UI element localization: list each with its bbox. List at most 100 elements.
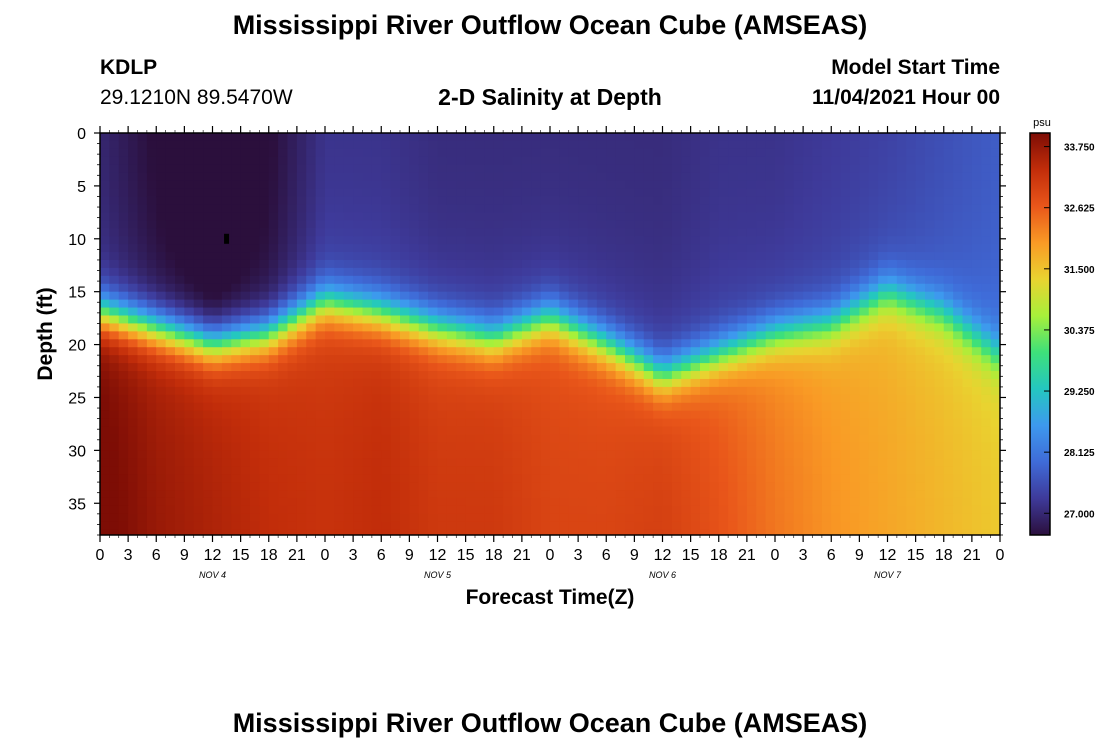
heatmap-cell bbox=[465, 212, 476, 221]
heatmap-cell bbox=[156, 236, 167, 245]
heatmap-cell bbox=[428, 188, 439, 198]
heatmap-cell bbox=[587, 434, 598, 444]
heatmap-cell bbox=[165, 529, 176, 535]
heatmap-cell bbox=[700, 339, 710, 348]
heatmap-cell bbox=[906, 252, 917, 261]
heatmap-cell bbox=[700, 228, 710, 237]
heatmap-cell bbox=[775, 275, 785, 285]
heatmap-cell bbox=[915, 482, 926, 491]
heatmap-cell bbox=[653, 355, 664, 364]
heatmap-cell bbox=[653, 426, 664, 436]
heatmap-cell bbox=[925, 371, 935, 380]
heatmap-cell bbox=[278, 164, 289, 174]
heatmap-cell bbox=[128, 490, 139, 499]
heatmap-cell bbox=[221, 275, 232, 285]
heatmap-cell bbox=[278, 148, 289, 158]
heatmap-cell bbox=[521, 252, 532, 261]
heatmap-cell bbox=[287, 529, 298, 535]
heatmap-cell bbox=[821, 291, 832, 301]
heatmap-cell bbox=[353, 402, 364, 412]
heatmap-cell bbox=[531, 307, 542, 317]
heatmap-cell bbox=[709, 140, 720, 150]
heatmap-cell bbox=[400, 450, 410, 459]
heatmap-cell bbox=[400, 371, 410, 380]
heatmap-cell bbox=[428, 450, 439, 459]
heatmap-cell bbox=[409, 355, 420, 364]
heatmap-cell bbox=[943, 418, 954, 428]
heatmap-cell bbox=[671, 180, 682, 190]
heatmap-cell bbox=[606, 172, 617, 182]
heatmap-cell bbox=[296, 307, 307, 317]
heatmap-cell bbox=[512, 450, 523, 459]
heatmap-cell bbox=[512, 212, 523, 221]
heatmap-cell bbox=[165, 267, 176, 277]
heatmap-cell bbox=[587, 426, 598, 436]
heatmap-cell bbox=[990, 466, 1000, 475]
heatmap-cell bbox=[531, 196, 542, 205]
heatmap-cell bbox=[596, 315, 607, 325]
heatmap-cell bbox=[671, 307, 682, 317]
heatmap-cell bbox=[268, 371, 279, 380]
heatmap-cell bbox=[390, 529, 401, 535]
heatmap-cell bbox=[493, 371, 504, 380]
heatmap-cell bbox=[128, 505, 139, 515]
heatmap-cell bbox=[925, 505, 935, 515]
heatmap-cell bbox=[287, 497, 298, 507]
heatmap-cell bbox=[343, 133, 354, 142]
heatmap-cell bbox=[475, 458, 485, 467]
heatmap-cell bbox=[362, 283, 373, 293]
heatmap-cell bbox=[737, 521, 748, 531]
heatmap-cell bbox=[118, 426, 129, 436]
heatmap-cell bbox=[156, 188, 167, 198]
heatmap-cell bbox=[531, 458, 542, 467]
heatmap-cell bbox=[784, 497, 795, 507]
heatmap-cell bbox=[568, 355, 579, 364]
heatmap-cell bbox=[475, 434, 485, 444]
heatmap-cell bbox=[812, 521, 823, 531]
heatmap-cell bbox=[193, 156, 204, 166]
heatmap-cell bbox=[925, 521, 935, 531]
heatmap-cell bbox=[231, 172, 242, 182]
heatmap-cell bbox=[268, 259, 279, 269]
heatmap-cell bbox=[634, 497, 645, 507]
heatmap-cell bbox=[146, 497, 157, 507]
heatmap-cell bbox=[118, 394, 129, 404]
heatmap-cell bbox=[400, 402, 410, 412]
heatmap-cell bbox=[756, 386, 767, 396]
heatmap-cell bbox=[606, 236, 617, 245]
heatmap-cell bbox=[981, 442, 992, 451]
heatmap-cell bbox=[971, 355, 982, 364]
heatmap-cell bbox=[690, 267, 701, 277]
heatmap-cell bbox=[409, 204, 420, 213]
heatmap-cell bbox=[634, 156, 645, 166]
heatmap-cell bbox=[493, 180, 504, 190]
heatmap-cell bbox=[793, 418, 804, 428]
heatmap-cell bbox=[381, 307, 392, 317]
heatmap-cell bbox=[962, 172, 973, 182]
heatmap-cell bbox=[240, 164, 251, 174]
heatmap-cell bbox=[559, 172, 570, 182]
heatmap-cell bbox=[250, 418, 260, 428]
heatmap-cell bbox=[775, 363, 785, 372]
heatmap-cell bbox=[690, 497, 701, 507]
heatmap-cell bbox=[390, 212, 401, 221]
heatmap-cell bbox=[934, 156, 945, 166]
heatmap-cell bbox=[765, 267, 776, 277]
heatmap-cell bbox=[756, 458, 767, 467]
heatmap-cell bbox=[315, 259, 326, 269]
heatmap-cell bbox=[896, 394, 907, 404]
heatmap-cell bbox=[568, 331, 579, 340]
heatmap-cell bbox=[165, 244, 176, 253]
heatmap-cell bbox=[840, 426, 851, 436]
heatmap-cell bbox=[175, 267, 185, 277]
heatmap-cell bbox=[446, 307, 457, 317]
heatmap-cell bbox=[390, 331, 401, 340]
heatmap-cell bbox=[681, 474, 692, 483]
heatmap-cell bbox=[615, 450, 626, 459]
heatmap-cell bbox=[878, 299, 889, 309]
heatmap-cell bbox=[878, 291, 889, 301]
heatmap-cell bbox=[615, 482, 626, 491]
heatmap-cell bbox=[943, 474, 954, 483]
heatmap-cell bbox=[221, 394, 232, 404]
heatmap-cell bbox=[606, 529, 617, 535]
